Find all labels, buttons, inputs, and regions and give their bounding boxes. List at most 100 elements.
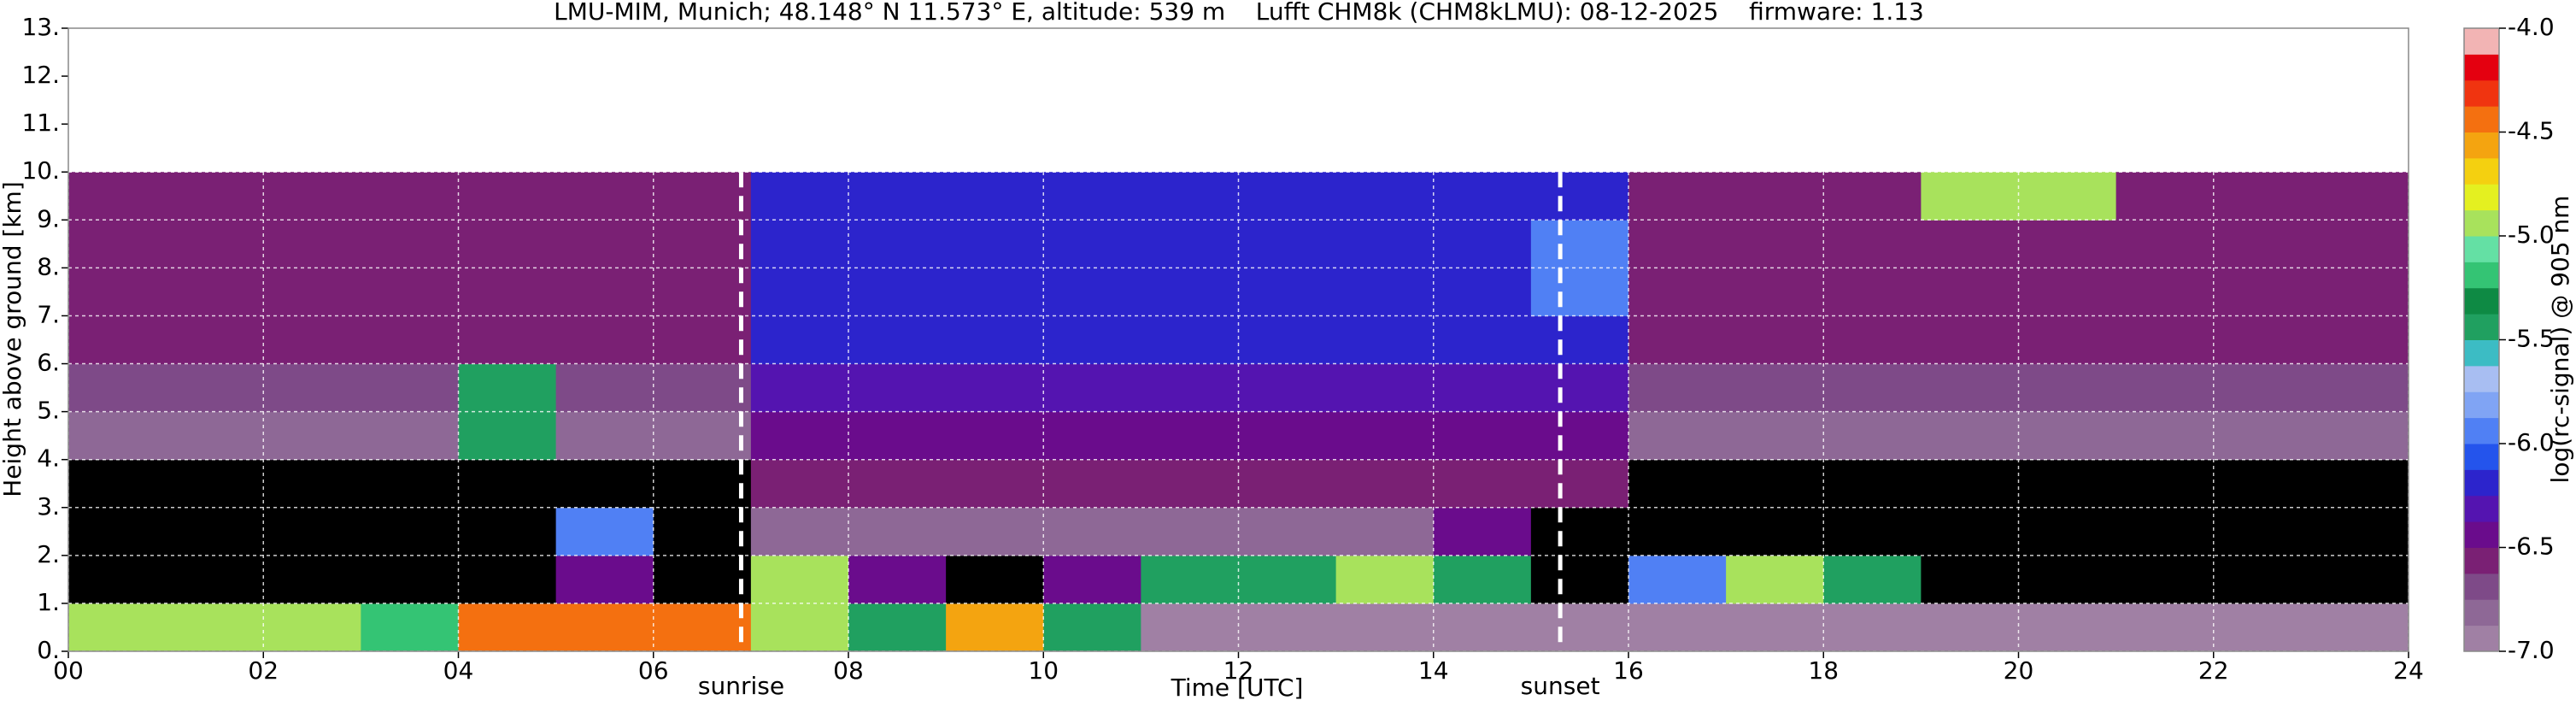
heatmap-cell bbox=[361, 459, 459, 509]
heatmap-cell bbox=[2018, 363, 2117, 413]
heatmap-cell bbox=[1433, 172, 1532, 221]
heatmap-cell bbox=[458, 363, 557, 413]
heatmap-cell bbox=[2018, 411, 2117, 461]
y-tick-label: 10. bbox=[21, 156, 60, 185]
heatmap-cell bbox=[750, 363, 849, 413]
heatmap-cell bbox=[750, 603, 849, 652]
heatmap-cell bbox=[1043, 459, 1141, 509]
colorbar-tick-label: -7.0 bbox=[2508, 636, 2555, 664]
colorbar-tick-label: -5.0 bbox=[2508, 221, 2555, 249]
heatmap-cell bbox=[2213, 363, 2312, 413]
heatmap-cell bbox=[2213, 459, 2312, 509]
heatmap-cell bbox=[361, 411, 459, 461]
heatmap-cell bbox=[946, 172, 1044, 221]
heatmap-cell bbox=[555, 363, 654, 413]
heatmap-cell bbox=[2310, 603, 2409, 652]
x-tick-label: 12 bbox=[1223, 656, 1254, 685]
colorbar-band bbox=[2464, 79, 2499, 107]
colorbar-tick-label: -6.0 bbox=[2508, 428, 2555, 456]
x-tick-label: 16 bbox=[1613, 656, 1644, 685]
heatmap-cell bbox=[1726, 603, 1824, 652]
heatmap-cell bbox=[458, 507, 557, 556]
heatmap-cell bbox=[263, 268, 361, 316]
heatmap-cell bbox=[68, 507, 167, 556]
heatmap-cell bbox=[653, 220, 752, 268]
heatmap-cell bbox=[1238, 315, 1337, 365]
heatmap-cell bbox=[166, 220, 264, 268]
heatmap-cell bbox=[2213, 315, 2312, 365]
heatmap-cell bbox=[1141, 459, 1239, 509]
heatmap-cell bbox=[263, 220, 361, 268]
y-tick-label: 0. bbox=[37, 636, 60, 664]
heatmap-cell bbox=[166, 411, 264, 461]
colorbar-band bbox=[2464, 236, 2499, 262]
heatmap-cell bbox=[2310, 507, 2409, 556]
heatmap-cell bbox=[361, 268, 459, 316]
heatmap-cell bbox=[2018, 315, 2117, 365]
heatmap-cell bbox=[1823, 411, 1922, 461]
y-tick-label: 1. bbox=[37, 588, 60, 616]
heatmap-cell bbox=[263, 411, 361, 461]
heatmap-cell bbox=[2115, 507, 2215, 556]
heatmap-cell bbox=[750, 220, 849, 268]
heatmap-cell bbox=[848, 268, 947, 316]
heatmap-cell bbox=[653, 315, 752, 365]
colorbar-band bbox=[2464, 106, 2499, 132]
heatmap-cell bbox=[946, 507, 1044, 556]
heatmap-cell bbox=[555, 459, 654, 509]
colorbar-band bbox=[2464, 573, 2499, 600]
heatmap-cell bbox=[1141, 268, 1239, 316]
heatmap-cell bbox=[1726, 172, 1824, 221]
heatmap-cell bbox=[1238, 603, 1337, 652]
heatmap-cell bbox=[166, 507, 264, 556]
heatmap-cell bbox=[1628, 411, 1727, 461]
heatmap-cell bbox=[68, 411, 167, 461]
heatmap-cell bbox=[2213, 172, 2312, 221]
heatmap-cell bbox=[848, 172, 947, 221]
heatmap-cell bbox=[166, 172, 264, 221]
heatmap-cell bbox=[1238, 363, 1337, 413]
heatmap-cell bbox=[555, 507, 654, 556]
heatmap-cell bbox=[166, 315, 264, 365]
y-tick-label: 5. bbox=[37, 397, 60, 425]
colorbar-band bbox=[2464, 469, 2499, 497]
colorbar-band bbox=[2464, 262, 2499, 289]
heatmap-cell bbox=[555, 555, 654, 604]
heatmap-cell bbox=[946, 363, 1044, 413]
colorbar-tick-label: -4.5 bbox=[2508, 117, 2555, 145]
heatmap-cell bbox=[166, 459, 264, 509]
heatmap-cell bbox=[1628, 603, 1727, 652]
heatmap-cell bbox=[1530, 411, 1629, 461]
colorbar-band bbox=[2464, 28, 2499, 55]
heatmap-cell bbox=[946, 315, 1044, 365]
heatmap-cell bbox=[1921, 172, 2019, 221]
heatmap-cell bbox=[2310, 555, 2409, 604]
heatmap-cell bbox=[1530, 220, 1629, 268]
heatmap-cell bbox=[848, 603, 947, 652]
y-tick-label: 7. bbox=[37, 300, 60, 328]
y-tick-label: 2. bbox=[37, 540, 60, 568]
heatmap-cell bbox=[2310, 268, 2409, 316]
heatmap-cell bbox=[1921, 220, 2019, 268]
heatmap-cell bbox=[2213, 555, 2312, 604]
colorbar-band bbox=[2464, 391, 2499, 419]
y-tick-label: 6. bbox=[37, 349, 60, 377]
heatmap-cell bbox=[1043, 220, 1141, 268]
heatmap-cell bbox=[166, 603, 264, 652]
x-tick-label: 24 bbox=[2393, 656, 2424, 685]
x-tick-label: 04 bbox=[443, 656, 474, 685]
heatmap-cell bbox=[1238, 459, 1337, 509]
heatmap-cell bbox=[1141, 315, 1239, 365]
x-tick-label: 14 bbox=[1418, 656, 1449, 685]
heatmap-cell bbox=[1433, 220, 1532, 268]
y-tick-label: 13. bbox=[21, 13, 60, 41]
heatmap-cell bbox=[1921, 555, 2019, 604]
heatmap-cell bbox=[1433, 555, 1532, 604]
heatmap-cell bbox=[1043, 172, 1141, 221]
heatmap-cell bbox=[555, 172, 654, 221]
heatmap-cell bbox=[1921, 507, 2019, 556]
heatmap-cell bbox=[361, 220, 459, 268]
heatmap-cell bbox=[1823, 268, 1922, 316]
heatmap-cell bbox=[750, 411, 849, 461]
